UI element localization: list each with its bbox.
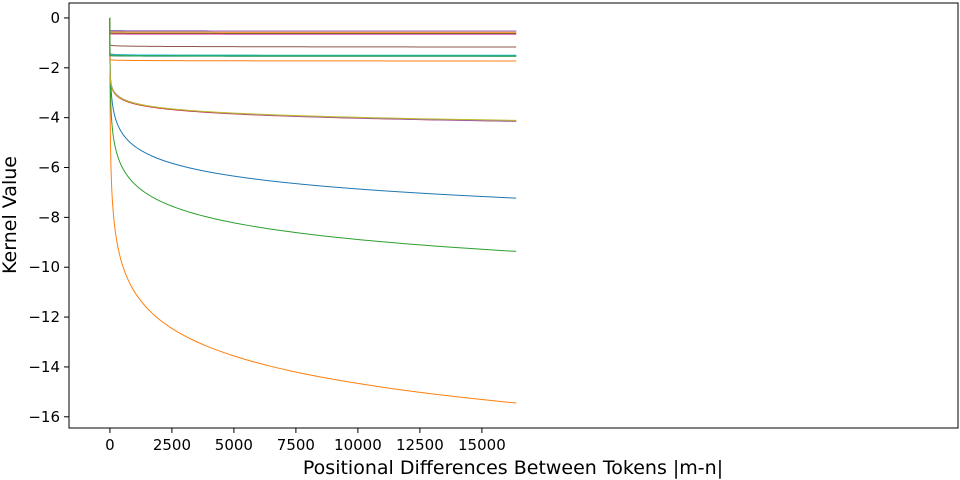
y-axis-ticks: 0 −2 −4 −6 −8 −10 −12 −14 −16: [28, 9, 69, 426]
y-tick-label: −10: [28, 258, 60, 276]
series-line-16: [109, 17, 517, 57]
y-tick-label: −2: [38, 59, 60, 77]
plot-frame: [68, 2, 959, 429]
y-axis-label: Kernel Value: [0, 156, 21, 274]
series-line-10: [109, 17, 517, 35]
series-layer: [109, 17, 517, 404]
x-axis-label: Positional Differences Between Tokens |m…: [303, 457, 723, 479]
y-tick-label: −4: [38, 109, 60, 127]
y-tick-label: −12: [28, 308, 60, 326]
y-tick-label: −8: [38, 208, 60, 226]
series-line-17: [109, 17, 517, 62]
x-tick-label: 0: [105, 436, 115, 454]
series-line-1: [109, 17, 517, 199]
y-tick-label: −14: [28, 358, 60, 376]
x-tick-label: 10000: [334, 436, 382, 454]
y-tick-label: −6: [38, 159, 60, 177]
x-tick-label: 2500: [153, 436, 191, 454]
series-line-18: [109, 17, 517, 57]
series-line-14: [109, 17, 517, 57]
series-line-8: [109, 17, 517, 33]
x-tick-label: 5000: [215, 436, 253, 454]
series-line-2: [109, 17, 517, 404]
x-tick-label: 15000: [458, 436, 506, 454]
series-line-15: [109, 17, 517, 56]
series-line-6: [109, 17, 517, 121]
x-tick-label: 7500: [277, 436, 315, 454]
x-tick-label: 12500: [396, 436, 444, 454]
series-line-3: [109, 17, 517, 252]
y-tick-label: −16: [28, 408, 60, 426]
y-tick-label: 0: [50, 9, 60, 27]
series-line-11: [109, 17, 517, 32]
x-axis-ticks: 0 2500 5000 7500 10000 12500 15000: [105, 428, 506, 454]
series-line-7: [109, 17, 517, 32]
